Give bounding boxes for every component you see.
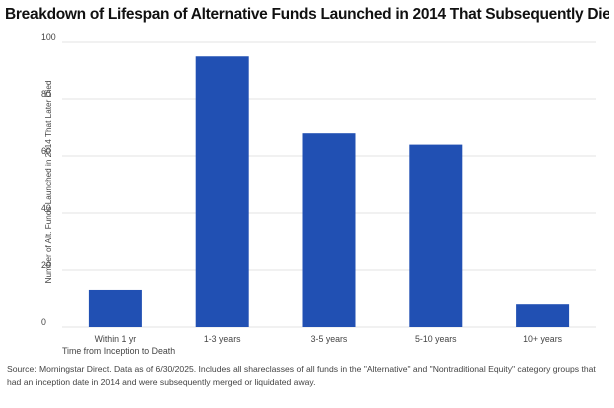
bar-1-3-years	[195, 56, 249, 327]
y-tick-label: 100	[41, 32, 56, 42]
y-tick-label: 0	[41, 317, 46, 327]
x-tick-label: Within 1 yr	[95, 334, 137, 344]
x-axis-label: Time from Inception to Death	[62, 346, 175, 356]
x-tick-label: 3-5 years	[311, 334, 348, 344]
bar-3-5-years	[302, 133, 356, 327]
bar-chart: 0 20 40 60 80 100 Within 1 yr 1-3 years 3-5 yea…	[41, 32, 596, 356]
bars	[88, 56, 570, 327]
x-tick-label: 5-10 years	[415, 334, 457, 344]
y-axis-label: Number of Alt. Funds Launched in 2014 Th…	[44, 80, 53, 283]
x-axis-ticks: Within 1 yr 1-3 years 3-5 years 5-10 years 1…	[95, 334, 563, 344]
bar-10-years	[516, 304, 570, 327]
y-tick-label: 40	[41, 203, 51, 213]
bar-within-1-yr	[88, 289, 142, 327]
chart-title: Breakdown of Lifespan of Alternative Fun…	[5, 6, 609, 23]
y-tick-label: 60	[41, 146, 51, 156]
bar-5-10-years	[409, 144, 463, 327]
y-tick-label: 20	[41, 260, 51, 270]
y-tick-label: 80	[41, 89, 51, 99]
x-tick-label: 10+ years	[523, 334, 562, 344]
source-note: Source: Morningstar Direct. Data as of 6…	[7, 364, 596, 387]
y-axis-ticks: 0 20 40 60 80 100	[41, 32, 56, 327]
x-tick-label: 1-3 years	[204, 334, 241, 344]
